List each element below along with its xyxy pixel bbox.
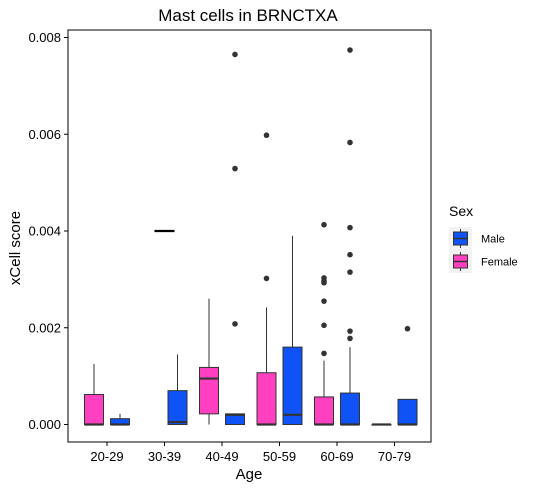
outlier-point: [347, 139, 353, 146]
outlier-point: [321, 322, 327, 329]
legend-label-male: Male: [481, 234, 505, 246]
box-male-20-29: [110, 413, 130, 426]
outlier-point: [347, 47, 353, 53]
legend: Sex Male Female: [449, 203, 518, 273]
box-male-40-49: [225, 51, 245, 426]
x-axis: 20-29 30-39 40-49 50-59 60-69 70-79: [90, 442, 411, 464]
x-tick-label: 30-39: [148, 449, 181, 464]
outlier-point: [347, 328, 353, 334]
outlier-point: [347, 224, 353, 231]
outlier-point: [321, 275, 327, 281]
outlier-point: [232, 51, 238, 58]
y-tick-label: 0.000: [28, 417, 61, 432]
box: [340, 392, 360, 425]
legend-item-female: Female: [449, 250, 518, 273]
box: [256, 372, 277, 425]
outlier-point: [404, 325, 411, 332]
box: [282, 346, 303, 426]
y-tick-label: 0.004: [28, 224, 61, 239]
y-axis: 0.000 0.002 0.004 0.006 0.008: [28, 30, 68, 432]
box: [314, 396, 334, 425]
legend-label-female: Female: [481, 257, 518, 269]
y-tick-label: 0.002: [28, 320, 61, 335]
box-female-40-49: [199, 298, 219, 425]
outlier-point: [347, 269, 353, 275]
x-tick-label: 60-69: [320, 449, 353, 464]
box-male-60-69: [340, 47, 360, 426]
y-axis-title: xCell score: [7, 211, 24, 285]
chart-title: Mast cells in BRNCTXA: [158, 6, 338, 25]
box-female-20-29: [84, 364, 104, 426]
x-tick-label: 20-29: [90, 449, 123, 464]
box-male-70-79: [397, 325, 418, 426]
outlier-point: [321, 221, 327, 228]
x-axis-title: Age: [236, 466, 263, 483]
legend-item-male: Male: [449, 227, 505, 250]
outlier-point: [321, 350, 327, 357]
outlier-point: [263, 275, 270, 282]
box-male-50-59: [282, 235, 303, 426]
x-tick-label: 70-79: [378, 449, 411, 464]
box-female-50-59: [256, 132, 277, 426]
plot-panel: [67, 29, 432, 443]
outlier-point: [347, 335, 353, 342]
y-tick-label: 0.008: [28, 30, 61, 45]
outlier-point: [263, 132, 270, 139]
x-tick-label: 50-59: [263, 449, 296, 464]
box-male-30-39: [167, 354, 188, 426]
box-female-60-69: [314, 221, 334, 426]
outlier-point: [347, 251, 353, 258]
outlier-point: [321, 298, 327, 304]
y-tick-label: 0.006: [28, 127, 61, 142]
box: [84, 394, 104, 426]
box: [167, 390, 188, 426]
outlier-point: [232, 165, 238, 172]
box-female-70-79: [371, 423, 392, 426]
box-layer: [84, 47, 418, 426]
outlier-point: [232, 321, 238, 327]
legend-title: Sex: [449, 203, 473, 219]
x-tick-label: 40-49: [205, 449, 238, 464]
box: [397, 398, 418, 426]
box: [199, 366, 219, 415]
